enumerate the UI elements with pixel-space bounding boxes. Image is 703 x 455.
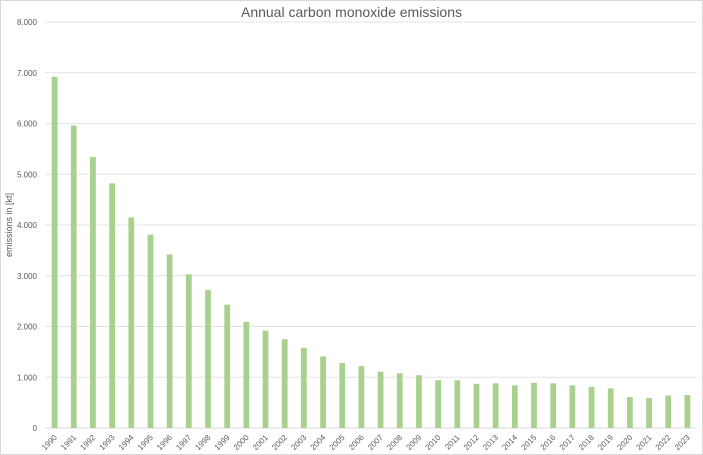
y-tick-label: 8.000 xyxy=(17,18,38,27)
bar-2016 xyxy=(550,383,557,428)
bar-2000 xyxy=(243,321,250,428)
x-tick-label: 1992 xyxy=(78,433,97,452)
bar-2018 xyxy=(588,386,595,428)
bar-2008 xyxy=(396,373,403,428)
bar-1992 xyxy=(90,156,96,428)
bar-2019 xyxy=(607,388,614,428)
bar-2003 xyxy=(301,347,307,428)
y-tick-label: 3.000 xyxy=(17,272,38,281)
bar-1994 xyxy=(128,217,135,428)
bar-2006 xyxy=(358,366,365,428)
bar-1998 xyxy=(205,289,211,428)
bar-2015 xyxy=(531,382,537,428)
x-tick-label: 2020 xyxy=(615,433,634,452)
x-tick-label: 1999 xyxy=(213,433,232,452)
y-tick-label: 0 xyxy=(33,424,38,433)
x-tick-label: 2014 xyxy=(500,433,519,452)
bar-2021 xyxy=(646,398,652,428)
y-tick-label: 4.000 xyxy=(17,221,38,230)
y-tick-label: 7.000 xyxy=(17,69,38,78)
bar-2017 xyxy=(569,385,576,428)
bar-2011 xyxy=(454,380,461,428)
bar-2004 xyxy=(320,356,326,428)
x-tick-label: 2022 xyxy=(654,433,673,452)
x-tick-label: 2017 xyxy=(558,433,577,452)
y-tick-labels: 0 1.000 2.000 3.000 4.000 5.000 6.000 7.000 8.00… xyxy=(17,18,38,433)
x-tick-label: 2023 xyxy=(673,433,692,452)
x-tick-label: 2006 xyxy=(347,433,366,452)
bar-1999 xyxy=(224,304,231,428)
x-tick-label: 2015 xyxy=(519,433,538,452)
x-tick-label: 1998 xyxy=(193,433,212,452)
gridlines xyxy=(45,21,697,429)
bar-2020 xyxy=(627,397,633,428)
chart-title: Annual carbon monoxide emissions xyxy=(240,4,462,20)
x-tick-label: 1997 xyxy=(174,433,193,452)
x-tick-label: 2009 xyxy=(404,433,423,452)
y-tick-label: 5.000 xyxy=(17,170,38,179)
bar-1996 xyxy=(166,254,173,428)
bar-1993 xyxy=(109,183,115,428)
y-tick-label: 2.000 xyxy=(17,323,38,332)
x-tick-label: 2002 xyxy=(270,433,289,452)
x-tick-label: 1990 xyxy=(40,433,59,452)
bar-2013 xyxy=(492,383,499,428)
x-tick-label: 2005 xyxy=(328,433,347,452)
x-tick-label: 2004 xyxy=(309,433,328,452)
x-tick-label: 2011 xyxy=(443,433,462,452)
bars xyxy=(51,76,691,428)
x-tick-label: 2003 xyxy=(289,433,308,452)
x-tick-label: 2008 xyxy=(385,433,404,452)
x-tick-label: 2007 xyxy=(366,433,385,452)
x-tick-label: 2016 xyxy=(539,433,558,452)
x-tick-label: 2000 xyxy=(232,433,251,452)
x-tick-label: 2018 xyxy=(577,433,596,452)
bar-1995 xyxy=(147,234,154,428)
x-tick-label: 2001 xyxy=(251,433,270,452)
bar-1997 xyxy=(185,274,192,428)
bar-2010 xyxy=(435,380,441,428)
bar-2022 xyxy=(665,395,672,428)
bar-1991 xyxy=(70,125,77,428)
bar-2014 xyxy=(511,385,518,428)
x-tick-labels: 1990 1991 1992 1993 1994 1995 1996 1997 1998 1999… xyxy=(40,433,692,452)
x-tick-label: 1991 xyxy=(59,433,78,452)
x-tick-label: 2012 xyxy=(462,433,481,452)
bar-2012 xyxy=(473,383,480,428)
bar-2007 xyxy=(377,371,384,428)
bar-2023 xyxy=(684,395,691,428)
x-tick-label: 2021 xyxy=(635,433,654,452)
x-tick-label: 1994 xyxy=(117,433,136,452)
x-tick-label: 2010 xyxy=(424,433,443,452)
bar-2009 xyxy=(416,375,422,428)
y-tick-label: 6.000 xyxy=(17,120,38,129)
bar-2001 xyxy=(262,330,269,428)
y-tick-label: 1.000 xyxy=(17,373,38,382)
x-tick-label: 2013 xyxy=(481,433,500,452)
x-tick-label: 1993 xyxy=(98,433,117,452)
bar-1990 xyxy=(51,76,58,428)
x-tick-label: 2019 xyxy=(596,433,615,452)
x-tick-label: 1996 xyxy=(155,433,174,452)
bar-2002 xyxy=(281,339,288,428)
bar-2005 xyxy=(339,363,346,428)
x-tick-label: 1995 xyxy=(136,433,155,452)
